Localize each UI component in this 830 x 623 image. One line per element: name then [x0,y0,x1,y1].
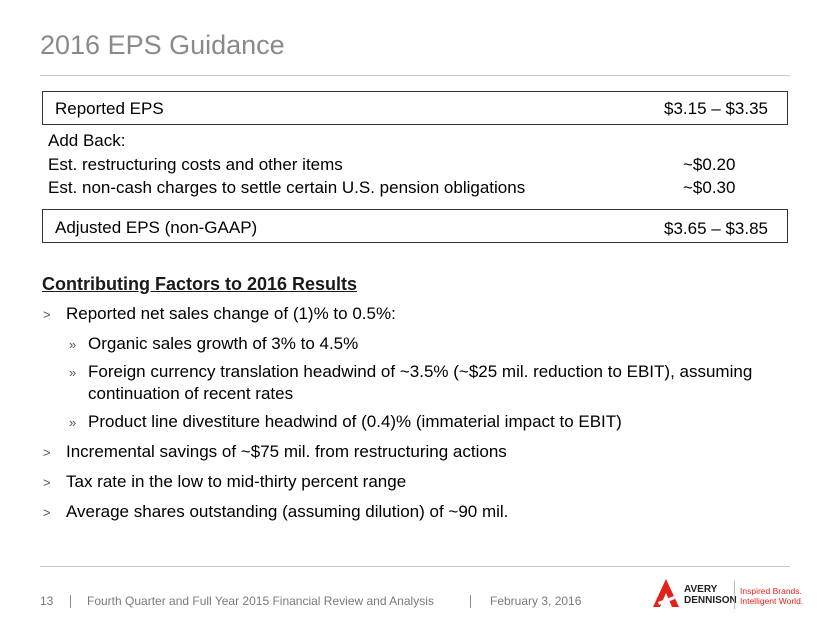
row-label: Est. non-cash charges to settle certain … [48,178,526,197]
logo-brand: AVERY DENNISON [684,584,737,606]
logo-mark [653,579,679,607]
logo-text: AVERY [684,584,718,595]
date: February 3, 2016 [490,594,582,608]
row-label: Adjusted EPS (non-GAAP) [55,218,258,237]
bullet-text: Incremental savings of ~$75 mil. from re… [66,442,507,461]
row-value: $3.65 – $3.85 [664,219,768,238]
slide-title: 2016 EPS Guidance [40,30,285,60]
logo-text: Inspired Brands. [740,586,802,596]
divider [40,75,790,76]
row-value: ~$0.30 [683,178,736,197]
row-value: $3.15 – $3.35 [664,99,768,118]
bullet-marker: > [43,307,51,322]
bullet-text: Foreign currency translation headwind of… [88,362,753,403]
bullet-marker: > [43,505,51,520]
bullet-text: Tax rate in the low to mid-thirty percen… [66,472,407,491]
bullet-text: Organic sales growth of 3% to 4.5% [88,334,359,353]
logo-divider [734,581,735,609]
logo-text: DENNISON [684,595,737,606]
bullet-marker: > [43,445,51,460]
bullet-marker: » [69,415,77,430]
bullet-text: Product line divestiture headwind of (0.… [88,412,622,431]
section-label: Add Back: [48,131,126,150]
divider [40,566,790,567]
bullet-text: Average shares outstanding (assuming dil… [66,502,509,521]
logo-text: Intelligent World. [740,596,804,606]
separator [70,595,71,608]
factors-heading: Contributing Factors to 2016 Results [42,274,358,294]
separator [470,595,471,608]
bullet-marker: > [43,475,51,490]
page-number: 13 [40,594,54,608]
bullet-text: Reported net sales change of (1)% to 0.5… [66,304,396,323]
row-value: ~$0.20 [683,155,736,174]
reported-box [42,91,788,125]
bullet-marker: » [69,365,77,380]
presentation-name: Fourth Quarter and Full Year 2015 Financ… [87,594,434,608]
bullet-marker: » [69,337,77,352]
logo-tagline: Inspired Brands. Intelligent World. [740,586,803,606]
adjusted-box [42,209,788,243]
row-label: Reported EPS [55,99,164,118]
row-label: Est. restructuring costs and other items [48,155,343,174]
